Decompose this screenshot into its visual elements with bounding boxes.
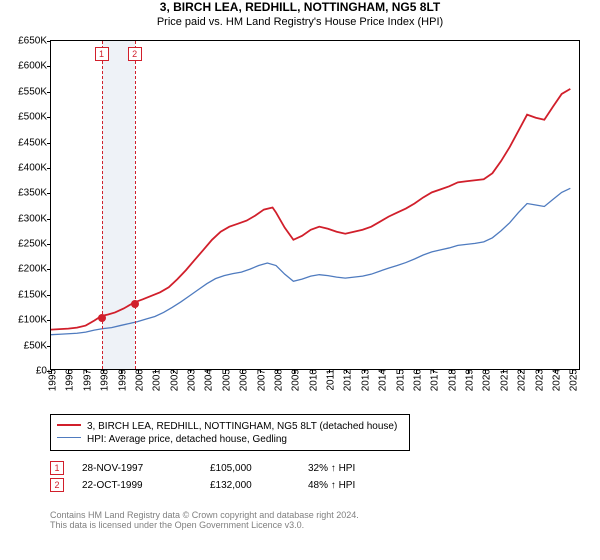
x-axis-tick-label: 2010 (304, 369, 319, 391)
x-axis-tick-label: 2001 (148, 369, 163, 391)
events-legend: 1 28-NOV-1997 £105,000 32% ↑ HPI 2 22-OCT-199… (50, 458, 355, 495)
x-axis-tick-label: 2011 (322, 369, 337, 391)
chart-title: 3, BIRCH LEA, REDHILL, NOTTINGHAM, NG5 8… (0, 0, 600, 14)
legend-series-label: 3, BIRCH LEA, REDHILL, NOTTINGHAM, NG5 8… (87, 421, 397, 432)
footnote-line1: Contains HM Land Registry data © Crown c… (50, 510, 359, 520)
chart-lines-svg (51, 41, 579, 369)
legend-swatch (57, 437, 81, 445)
series-legend: 3, BIRCH LEA, REDHILL, NOTTINGHAM, NG5 8… (50, 414, 410, 451)
series-line-price_paid (51, 89, 570, 330)
y-axis-tick-mark (47, 295, 51, 296)
y-axis-tick-mark (47, 143, 51, 144)
x-axis-tick-label: 2019 (461, 369, 476, 391)
event-number-box: 1 (95, 47, 109, 61)
x-axis-tick-label: 1996 (61, 369, 76, 391)
legend-swatch (57, 424, 81, 432)
y-axis-tick-mark (47, 168, 51, 169)
x-axis-tick-label: 2007 (252, 369, 267, 391)
event-vline (135, 41, 136, 369)
legend-event-number: 2 (50, 478, 64, 492)
legend-event-delta: 48% ↑ HPI (308, 480, 355, 491)
y-axis-tick-mark (47, 117, 51, 118)
x-axis-tick-label: 2016 (408, 369, 423, 391)
x-axis-tick-label: 2025 (565, 369, 580, 391)
y-axis-tick-mark (47, 244, 51, 245)
x-axis-tick-label: 2004 (200, 369, 215, 391)
legend-event-delta: 32% ↑ HPI (308, 463, 355, 474)
x-axis-tick-label: 2018 (443, 369, 458, 391)
y-axis-tick-mark (47, 92, 51, 93)
event-number-box: 2 (128, 47, 142, 61)
x-axis-tick-label: 2006 (235, 369, 250, 391)
x-axis-tick-label: 2024 (547, 369, 562, 391)
x-axis-tick-label: 2002 (165, 369, 180, 391)
y-axis-tick-mark (47, 41, 51, 42)
x-axis-tick-label: 1995 (44, 369, 59, 391)
y-axis-tick-mark (47, 269, 51, 270)
x-axis-tick-label: 2014 (374, 369, 389, 391)
x-axis-tick-label: 2020 (478, 369, 493, 391)
series-line-hpi (51, 188, 570, 334)
y-axis-tick-mark (47, 66, 51, 67)
event-marker (98, 314, 106, 322)
event-marker (131, 300, 139, 308)
footnote-line2: This data is licensed under the Open Gov… (50, 520, 359, 530)
x-axis-tick-label: 2000 (130, 369, 145, 391)
x-axis-tick-label: 2005 (217, 369, 232, 391)
legend-series-row: 3, BIRCH LEA, REDHILL, NOTTINGHAM, NG5 8… (57, 420, 403, 432)
y-axis-tick-mark (47, 346, 51, 347)
chart-subtitle: Price paid vs. HM Land Registry's House … (0, 16, 600, 28)
footnote: Contains HM Land Registry data © Crown c… (50, 510, 359, 530)
legend-series-row: HPI: Average price, detached house, Gedl… (57, 433, 403, 445)
x-axis-tick-label: 2008 (269, 369, 284, 391)
y-axis-tick-mark (47, 193, 51, 194)
chart-plot-area: £0£50K£100K£150K£200K£250K£300K£350K£400… (50, 40, 580, 370)
x-axis-tick-label: 1999 (113, 369, 128, 391)
x-axis-tick-label: 1997 (78, 369, 93, 391)
legend-series-label: HPI: Average price, detached house, Gedl… (87, 434, 287, 445)
legend-event-price: £132,000 (210, 480, 290, 491)
x-axis-tick-label: 1998 (96, 369, 111, 391)
legend-event-number: 1 (50, 461, 64, 475)
x-axis-tick-label: 2013 (356, 369, 371, 391)
legend-event-date: 28-NOV-1997 (82, 463, 192, 474)
y-axis-tick-mark (47, 320, 51, 321)
x-axis-tick-label: 2015 (391, 369, 406, 391)
x-axis-tick-label: 2022 (513, 369, 528, 391)
x-axis-tick-label: 2003 (183, 369, 198, 391)
y-axis-tick-mark (47, 219, 51, 220)
x-axis-tick-label: 2021 (495, 369, 510, 391)
legend-event-row: 2 22-OCT-1999 £132,000 48% ↑ HPI (50, 478, 355, 492)
x-axis-tick-label: 2023 (530, 369, 545, 391)
x-axis-tick-label: 2012 (339, 369, 354, 391)
legend-event-row: 1 28-NOV-1997 £105,000 32% ↑ HPI (50, 461, 355, 475)
x-axis-tick-label: 2009 (287, 369, 302, 391)
legend-event-date: 22-OCT-1999 (82, 480, 192, 491)
x-axis-tick-label: 2017 (426, 369, 441, 391)
legend-event-price: £105,000 (210, 463, 290, 474)
